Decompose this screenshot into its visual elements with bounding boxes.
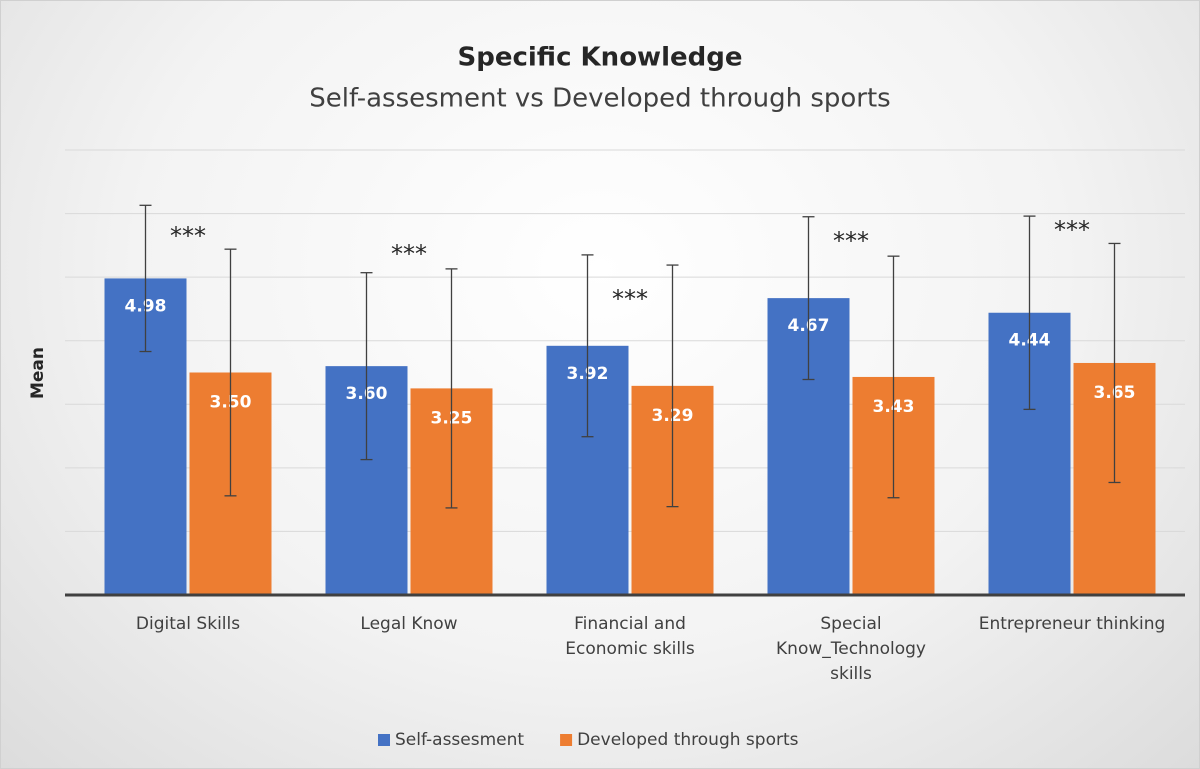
error-bar	[445, 268, 458, 509]
error-bar	[224, 248, 237, 497]
error-bar	[139, 204, 152, 353]
x-tick-label: Financial and Economic skills	[565, 614, 695, 659]
annotation: ***	[833, 227, 869, 255]
error-bar	[360, 272, 373, 461]
legend-label: Developed through sports	[577, 730, 799, 750]
x-tick-label: Legal Know	[360, 614, 458, 634]
error-bar	[1023, 215, 1036, 411]
error-bar	[666, 264, 679, 508]
annotation: ***	[612, 285, 648, 313]
error-bar	[887, 255, 900, 499]
error-bar	[802, 216, 815, 381]
legend-swatch	[560, 734, 573, 746]
chart-title: Specific Knowledge	[458, 43, 743, 73]
error-bar	[1108, 242, 1121, 484]
annotation: ***	[1054, 216, 1090, 244]
legend-label: Self-assesment	[395, 730, 524, 750]
y-axis-label: Mean	[28, 347, 48, 399]
annotation: ***	[391, 240, 427, 268]
x-tick-label: Special Know_Technology skills	[776, 614, 926, 684]
annotation: ***	[170, 222, 206, 250]
legend-swatch	[378, 734, 390, 746]
x-tick-label: Digital Skills	[135, 614, 241, 634]
chart-subtitle: Self-assesment vs Developed through spor…	[309, 84, 890, 114]
x-tick-label: Entrepreneur thinking	[978, 614, 1166, 634]
error-bar	[581, 254, 594, 438]
